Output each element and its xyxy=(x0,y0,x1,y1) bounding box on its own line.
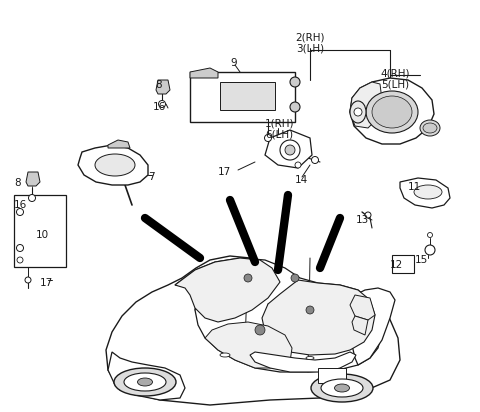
Polygon shape xyxy=(262,280,375,355)
Circle shape xyxy=(312,157,319,164)
Text: 11: 11 xyxy=(408,182,421,192)
Text: 14: 14 xyxy=(295,175,308,185)
Circle shape xyxy=(244,274,252,282)
Text: 15: 15 xyxy=(415,255,428,265)
Circle shape xyxy=(295,162,301,168)
Circle shape xyxy=(428,232,432,237)
Circle shape xyxy=(17,257,23,263)
Circle shape xyxy=(255,325,265,335)
Polygon shape xyxy=(265,130,312,168)
Circle shape xyxy=(28,194,36,201)
Ellipse shape xyxy=(124,373,166,391)
Circle shape xyxy=(16,244,24,251)
Polygon shape xyxy=(108,140,130,148)
Ellipse shape xyxy=(423,123,437,133)
Circle shape xyxy=(158,101,166,108)
Ellipse shape xyxy=(366,91,418,133)
Polygon shape xyxy=(78,145,148,185)
Circle shape xyxy=(25,277,31,283)
Text: 7: 7 xyxy=(148,172,155,182)
Bar xyxy=(392,255,414,273)
Ellipse shape xyxy=(114,368,176,396)
Bar xyxy=(190,72,295,122)
Text: 17: 17 xyxy=(40,278,53,288)
Text: 10: 10 xyxy=(36,230,49,240)
Bar xyxy=(220,82,275,110)
Text: 16: 16 xyxy=(153,102,166,112)
Circle shape xyxy=(306,306,314,314)
Bar xyxy=(318,368,346,383)
Polygon shape xyxy=(205,322,292,368)
Ellipse shape xyxy=(311,374,373,402)
Polygon shape xyxy=(350,295,375,320)
Text: 1(RH)
6(LH): 1(RH) 6(LH) xyxy=(265,118,295,140)
Ellipse shape xyxy=(321,379,363,397)
Text: 12: 12 xyxy=(390,260,403,270)
Circle shape xyxy=(291,274,299,282)
Polygon shape xyxy=(250,352,356,372)
Circle shape xyxy=(280,140,300,160)
Circle shape xyxy=(354,108,362,116)
Polygon shape xyxy=(400,178,450,208)
Polygon shape xyxy=(156,80,170,94)
Text: 8: 8 xyxy=(155,80,162,90)
Circle shape xyxy=(290,102,300,112)
Polygon shape xyxy=(175,258,280,322)
Circle shape xyxy=(290,77,300,87)
Bar xyxy=(14,195,66,267)
Ellipse shape xyxy=(420,120,440,136)
Text: 8: 8 xyxy=(14,178,21,188)
Ellipse shape xyxy=(372,96,412,128)
Ellipse shape xyxy=(335,384,349,392)
Ellipse shape xyxy=(306,356,314,360)
Ellipse shape xyxy=(137,378,153,386)
Text: 17: 17 xyxy=(218,167,231,177)
Polygon shape xyxy=(345,288,395,365)
Text: 16: 16 xyxy=(14,200,27,210)
Polygon shape xyxy=(26,172,40,186)
Text: 13: 13 xyxy=(356,215,369,225)
Ellipse shape xyxy=(414,185,442,199)
Text: 4(RH)
5(LH): 4(RH) 5(LH) xyxy=(380,68,410,89)
Circle shape xyxy=(365,212,371,218)
Polygon shape xyxy=(350,78,434,144)
Text: 9: 9 xyxy=(230,58,237,68)
Polygon shape xyxy=(352,316,368,335)
Circle shape xyxy=(16,208,24,215)
Circle shape xyxy=(285,145,295,155)
Ellipse shape xyxy=(95,154,135,176)
Circle shape xyxy=(425,245,435,255)
Ellipse shape xyxy=(350,101,366,123)
Polygon shape xyxy=(106,256,400,405)
Polygon shape xyxy=(350,82,382,128)
Polygon shape xyxy=(190,68,218,78)
Ellipse shape xyxy=(220,353,230,357)
Text: 2(RH)
3(LH): 2(RH) 3(LH) xyxy=(295,32,325,54)
Circle shape xyxy=(264,134,272,141)
Polygon shape xyxy=(175,258,382,372)
Polygon shape xyxy=(108,352,185,400)
